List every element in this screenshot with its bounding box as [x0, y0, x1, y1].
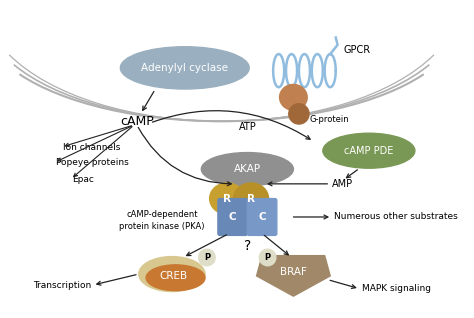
Text: R: R — [223, 194, 231, 204]
Text: AKAP: AKAP — [234, 164, 261, 174]
Text: Ion channels: Ion channels — [64, 142, 121, 152]
Text: Popeye proteins: Popeye proteins — [56, 158, 128, 167]
Text: C: C — [229, 212, 237, 222]
Text: ?: ? — [244, 239, 251, 253]
Polygon shape — [256, 256, 330, 296]
Ellipse shape — [201, 153, 293, 186]
Ellipse shape — [280, 85, 307, 110]
Text: P: P — [204, 253, 210, 262]
Text: C: C — [258, 212, 266, 222]
Text: G-protein: G-protein — [310, 115, 350, 124]
Text: ATP: ATP — [238, 122, 256, 132]
Text: Transcription: Transcription — [33, 280, 91, 290]
Ellipse shape — [323, 133, 415, 168]
Ellipse shape — [139, 257, 205, 292]
Text: GPCR: GPCR — [343, 45, 370, 55]
Ellipse shape — [120, 47, 249, 89]
Text: AMP: AMP — [332, 179, 353, 189]
Ellipse shape — [234, 183, 269, 214]
FancyBboxPatch shape — [218, 198, 247, 235]
Text: Epac: Epac — [73, 175, 94, 184]
FancyBboxPatch shape — [247, 198, 277, 235]
Text: MAPK signaling: MAPK signaling — [362, 284, 430, 293]
Text: cAMP: cAMP — [120, 115, 154, 128]
Text: cAMP PDE: cAMP PDE — [344, 146, 393, 156]
Text: Adenylyl cyclase: Adenylyl cyclase — [141, 63, 228, 73]
Text: P: P — [264, 253, 271, 262]
Text: BRAF: BRAF — [280, 267, 307, 277]
Text: Numerous other substrates: Numerous other substrates — [334, 212, 457, 222]
Ellipse shape — [146, 265, 205, 291]
Text: CREB: CREB — [160, 271, 188, 281]
Ellipse shape — [259, 249, 276, 266]
Ellipse shape — [210, 183, 245, 214]
Ellipse shape — [289, 104, 309, 124]
Ellipse shape — [199, 249, 215, 266]
Text: cAMP-dependent
protein kinase (PKA): cAMP-dependent protein kinase (PKA) — [119, 210, 204, 231]
Text: R: R — [247, 194, 255, 204]
